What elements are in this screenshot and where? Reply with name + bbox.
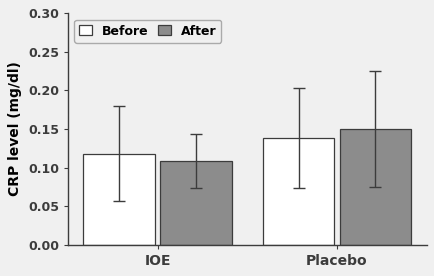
Y-axis label: CRP level (mg/dl): CRP level (mg/dl)	[8, 62, 22, 197]
Bar	[262, 138, 334, 245]
Bar	[160, 161, 231, 245]
Legend: Before, After: Before, After	[74, 20, 221, 43]
Bar	[339, 129, 410, 245]
Bar	[83, 154, 155, 245]
